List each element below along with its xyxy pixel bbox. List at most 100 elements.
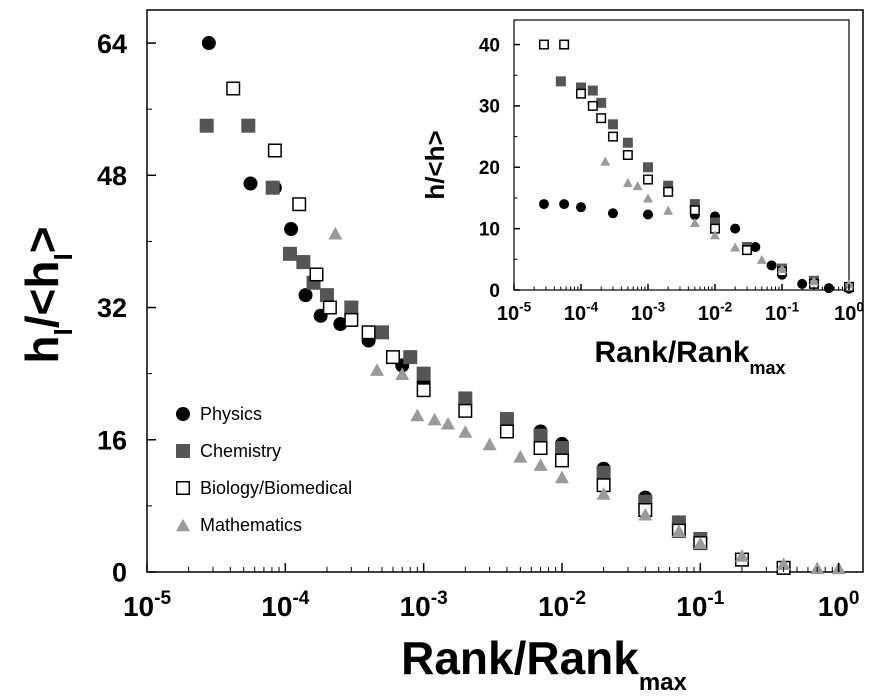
inset-point xyxy=(622,137,633,148)
inset-point xyxy=(808,276,819,286)
legend-label: Mathematics xyxy=(200,515,302,535)
legend-label: Biology/Biomedical xyxy=(200,478,352,498)
inset-y-tick-label: 40 xyxy=(479,35,500,56)
inset-x-axis-title: Rank/Rankmax xyxy=(594,336,785,378)
main-x-tick-label: 10-1 xyxy=(676,588,724,622)
main-point xyxy=(243,176,258,191)
main-point xyxy=(671,524,686,537)
main-x-tick-label: 100 xyxy=(818,588,860,622)
main-point xyxy=(265,180,280,195)
inset-point xyxy=(538,39,549,50)
inset-point xyxy=(576,82,586,93)
inset-point xyxy=(607,208,618,219)
inset-point xyxy=(710,230,720,240)
legend-marker-biology-biomedical xyxy=(176,481,190,495)
main-point xyxy=(267,143,282,158)
inset-y-tick-label: 10 xyxy=(479,219,500,240)
main-point xyxy=(533,428,548,443)
main-x-tick-label: 10-2 xyxy=(538,588,586,622)
inset-series-mathematics xyxy=(600,156,854,289)
inset-point xyxy=(689,205,700,216)
inset-point xyxy=(587,100,598,111)
inset-point xyxy=(607,131,618,142)
main-point xyxy=(284,222,299,237)
inset-point xyxy=(576,202,586,213)
inset-point xyxy=(559,39,570,50)
main-point xyxy=(292,197,307,212)
main-y-tick-label: 16 xyxy=(97,425,127,455)
main-point xyxy=(416,383,431,398)
main-y-tick-label: 32 xyxy=(97,293,127,323)
main-point xyxy=(201,36,216,51)
legend-marker-mathematics xyxy=(176,518,190,532)
inset-point xyxy=(596,97,607,108)
main-point xyxy=(344,312,359,327)
main-point xyxy=(410,408,425,422)
inset-x-tick-label: 10-4 xyxy=(564,300,599,325)
main-point xyxy=(322,300,337,315)
inset-point xyxy=(559,199,570,210)
main-point xyxy=(596,487,611,500)
main-point xyxy=(499,412,514,427)
inset-y-tick-label: 0 xyxy=(489,281,500,302)
legend-marker-chemistry xyxy=(176,444,190,458)
main-point xyxy=(427,412,442,426)
inset-x-tick-label: 10-3 xyxy=(631,300,666,325)
legend: Physics Chemistry Biology/Biomedical Mathem… xyxy=(176,404,352,535)
main-point xyxy=(226,81,241,96)
inset-point xyxy=(797,278,808,289)
inset-point xyxy=(622,178,633,188)
inset-point xyxy=(777,264,787,274)
main-point xyxy=(638,507,653,521)
legend-marker-physics xyxy=(176,407,190,421)
inset-point xyxy=(596,113,607,124)
main-point xyxy=(416,366,431,381)
inset-point xyxy=(643,174,653,185)
main-point xyxy=(298,288,313,303)
main-point xyxy=(282,246,297,261)
legend-label: Physics xyxy=(200,404,262,424)
inset-point xyxy=(756,254,767,264)
main-point xyxy=(693,536,708,550)
main-point xyxy=(441,416,456,430)
inset-point xyxy=(632,181,643,191)
inset-point xyxy=(538,199,549,210)
inset-x-tick-label: 100 xyxy=(834,300,864,325)
inset-point xyxy=(741,245,752,256)
main-point xyxy=(554,441,569,456)
inset-point xyxy=(576,88,586,99)
main-point xyxy=(554,453,569,468)
inset-x-tick-label: 10-5 xyxy=(497,300,532,325)
main-point xyxy=(319,288,334,303)
inset-x-tick-label: 10-2 xyxy=(698,300,733,325)
main-point xyxy=(499,424,514,439)
legend-label: Chemistry xyxy=(200,441,281,461)
inset-point xyxy=(663,205,674,215)
main-point xyxy=(241,118,256,133)
inset-point xyxy=(710,217,720,228)
main-point xyxy=(458,425,473,438)
inset-point xyxy=(750,242,761,253)
inset-point xyxy=(607,119,618,130)
main-point xyxy=(458,403,473,418)
main-point xyxy=(482,437,497,451)
main-point xyxy=(328,226,343,240)
main-y-tick-label: 64 xyxy=(97,29,127,59)
inset-y-tick-label: 30 xyxy=(479,97,500,118)
main-point xyxy=(361,325,376,340)
inset-point xyxy=(689,218,700,227)
main-x-axis-title: Rank/Rankmax xyxy=(401,632,687,696)
main-point xyxy=(395,367,410,380)
main-point xyxy=(554,470,569,484)
inset-point xyxy=(643,162,653,173)
inset-point xyxy=(730,223,741,234)
inset-point xyxy=(643,209,653,220)
main-point xyxy=(296,255,311,270)
main-x-tick-label: 10-4 xyxy=(261,588,309,622)
main-point xyxy=(375,325,390,340)
inset-point xyxy=(730,242,741,252)
inset-point xyxy=(663,186,674,197)
main-x-tick-label: 10-5 xyxy=(123,588,171,622)
inset-point xyxy=(766,260,777,271)
